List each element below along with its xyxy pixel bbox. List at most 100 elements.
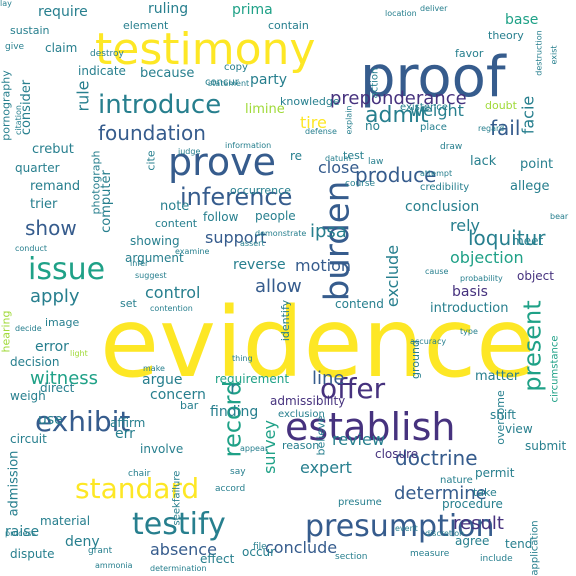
word-location: location <box>385 9 417 18</box>
word-evidence: evidence <box>100 287 536 399</box>
word-conclude: conclude <box>265 538 338 557</box>
word-nature: nature <box>440 475 473 486</box>
word-chair: chair <box>128 469 151 479</box>
word-include: include <box>480 554 513 564</box>
word-argument: argument <box>125 251 184 265</box>
word-show: show <box>25 216 77 240</box>
word-establish: establish <box>285 405 456 449</box>
word-dispute: dispute <box>10 547 55 561</box>
word-motion: motion <box>295 256 352 275</box>
word-conclusion: conclusion <box>405 199 480 215</box>
word-believe: believe <box>313 415 327 455</box>
word-expert: expert <box>300 458 352 477</box>
word-sustain: sustain <box>10 24 50 37</box>
word-test: test <box>343 149 365 162</box>
word-content: content <box>155 217 198 230</box>
word-line: line <box>312 368 345 389</box>
word-admission: admission <box>5 450 21 516</box>
word-point: point <box>520 157 554 172</box>
word-control: control <box>145 283 201 302</box>
word-bear: bear <box>550 212 569 221</box>
word-proof: proof <box>360 45 506 110</box>
word-crebut: crebut <box>32 142 74 157</box>
word-exclusion: exclusion <box>278 409 325 420</box>
word-preponderance: preponderance <box>330 88 467 109</box>
word-allege: allege <box>510 179 550 194</box>
word-ruling: ruling <box>148 1 189 17</box>
word-exist: exist <box>549 44 559 65</box>
word-introduce: introduce <box>98 90 222 120</box>
word-determine: determine <box>394 483 487 504</box>
word-party: party <box>250 72 287 88</box>
word-produce: produce <box>355 163 437 187</box>
word-present: present <box>518 299 547 392</box>
word-note: note <box>160 199 190 214</box>
word-reverse: reverse <box>233 257 286 273</box>
word-closure: closure <box>375 447 419 461</box>
word-appear: appear <box>240 444 269 453</box>
word-infer: infer <box>130 259 149 268</box>
word-rely: rely <box>450 216 480 235</box>
word-because: because <box>140 66 195 81</box>
word-reason: reason <box>282 439 320 452</box>
word-weight: weight <box>410 101 464 120</box>
word-destroy: destroy <box>90 49 124 59</box>
word-accord: accord <box>215 484 246 494</box>
word-suggest: suggest <box>135 271 167 280</box>
word-objection: objection <box>450 248 524 267</box>
word-error: error <box>35 339 69 355</box>
word-exclude: exclude <box>383 244 403 308</box>
word-say: say <box>230 467 246 477</box>
word-permit: permit <box>475 466 515 480</box>
word-involve: involve <box>140 442 184 456</box>
word-prove: prove <box>168 140 277 184</box>
word-event: event <box>395 524 418 533</box>
word-indicate: indicate <box>78 64 126 78</box>
word-cite: cite <box>144 149 158 171</box>
word-allow: allow <box>255 276 302 297</box>
word-rule: rule <box>73 79 93 112</box>
word-attempt: attempt <box>420 169 453 178</box>
word-finding: finding <box>210 404 259 420</box>
word-grant: grant <box>88 546 113 556</box>
word-destruction: destruction <box>534 29 544 76</box>
word-close: close <box>318 158 360 177</box>
word-concur: concur <box>205 77 239 88</box>
word-require: require <box>38 4 88 20</box>
word-ammonia: ammonia <box>95 561 133 570</box>
word-circuit: circuit <box>10 432 47 446</box>
word-raise: raise <box>5 524 40 540</box>
word-doubt: doubt <box>485 99 517 112</box>
word-remand: remand <box>30 179 81 194</box>
word-testimony: testimony <box>95 24 316 75</box>
word-judge: judge <box>178 147 201 156</box>
word-assert: assert <box>240 239 265 248</box>
word-examine: examine <box>175 247 210 256</box>
word-people: people <box>255 209 296 223</box>
word-inference: inference <box>180 183 293 211</box>
word-r: r <box>230 378 238 399</box>
word-draw: draw <box>440 142 463 152</box>
word-credibility: credibility <box>420 182 470 193</box>
word-seekfailure: seekfailure <box>170 470 182 525</box>
word-shift: shift <box>490 408 516 422</box>
word-citation: citation <box>13 105 23 135</box>
word-argue: argue <box>142 372 183 388</box>
word-cause: cause <box>425 267 449 276</box>
word-measure: measure <box>410 549 450 559</box>
word-ipsa: ipsa <box>310 221 347 242</box>
word-pornography: pornography <box>0 69 13 141</box>
word-law: law <box>368 157 384 167</box>
word-type: type <box>460 327 478 336</box>
word-file: file <box>253 542 267 552</box>
word-view: view <box>505 422 533 436</box>
word-element: element <box>123 19 169 32</box>
word-presume: presume <box>338 497 382 508</box>
word-occurrence: occurrence <box>230 184 291 197</box>
word-light: light <box>70 349 88 358</box>
word-result: result <box>453 513 504 534</box>
word-make: make <box>143 364 165 373</box>
word-bar: bar <box>180 399 199 412</box>
word-take: take <box>473 486 497 499</box>
word-facie: facie <box>517 95 537 134</box>
